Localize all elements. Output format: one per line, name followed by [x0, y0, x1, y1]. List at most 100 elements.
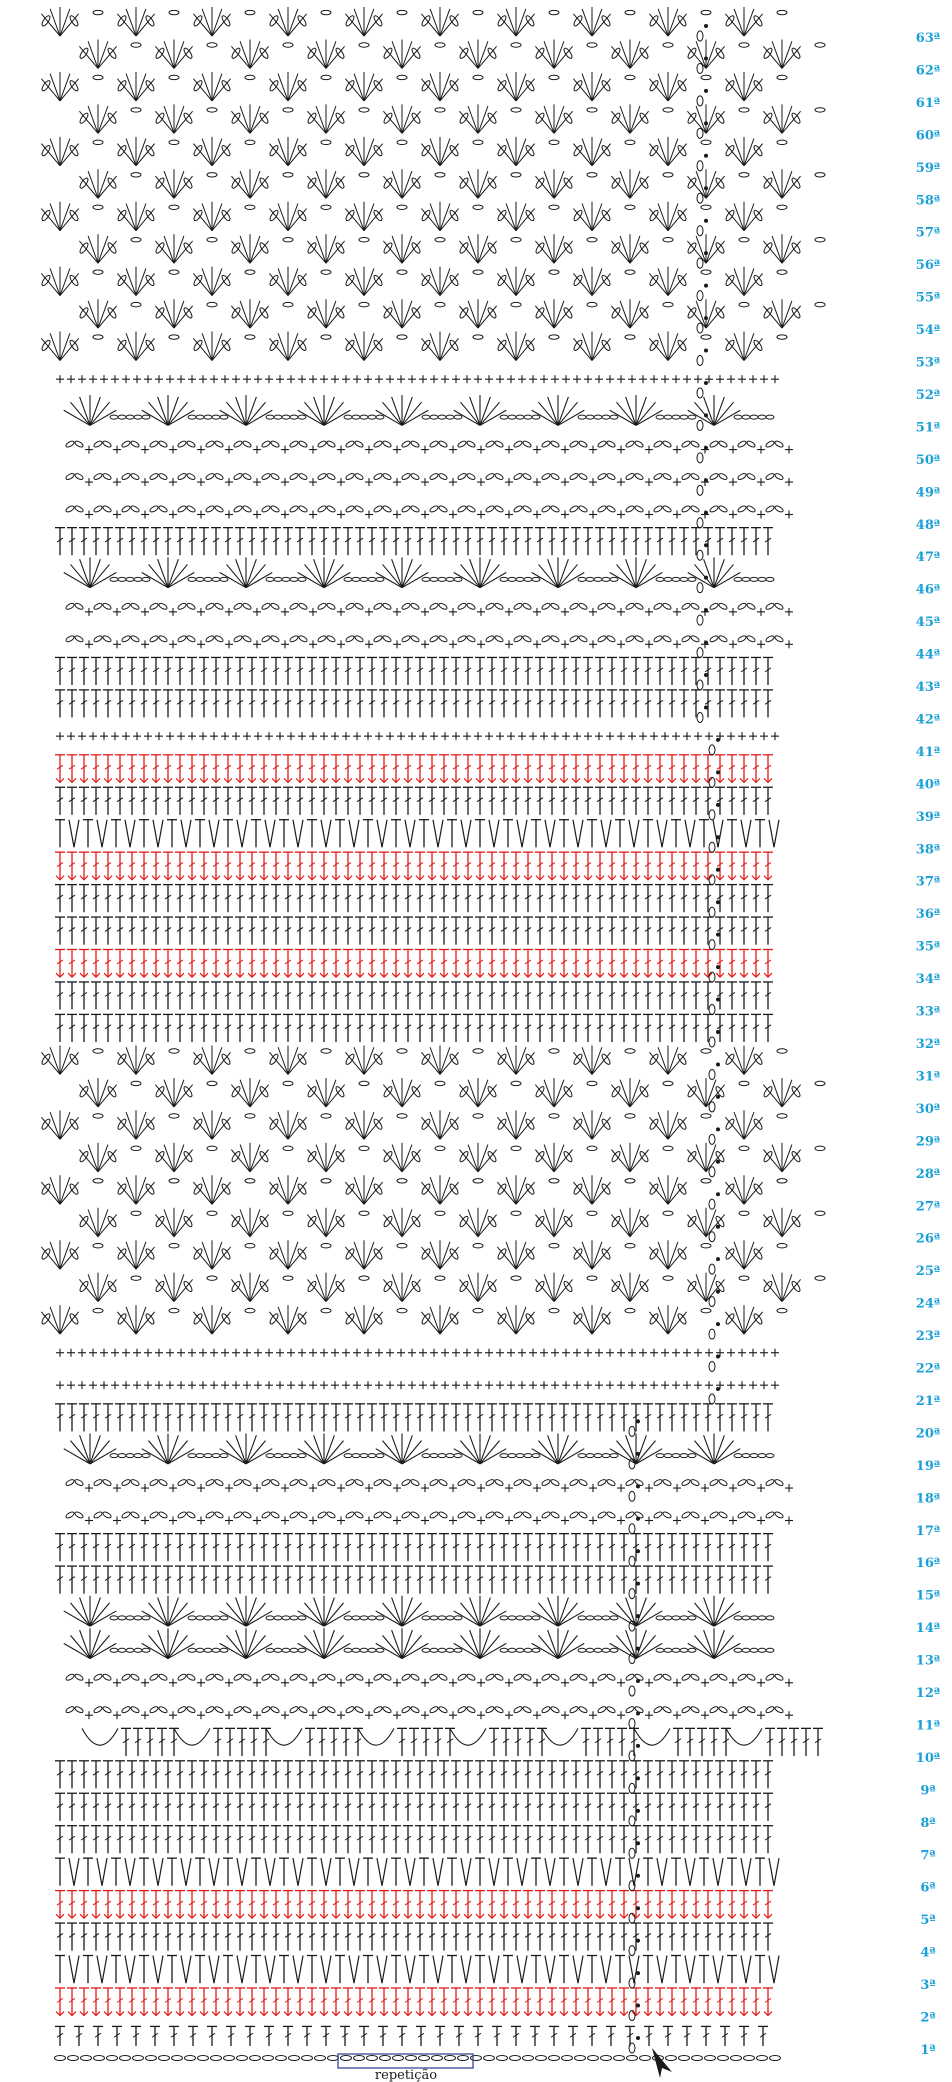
slip-stitch-dot [716, 1159, 720, 1164]
slip-stitch-dot [636, 1971, 640, 1976]
row-label: 51ª [916, 420, 941, 435]
stitch-row [63, 1433, 775, 1465]
stitch-row [78, 104, 826, 134]
stitch-row [78, 1207, 826, 1238]
row-label: 30ª [916, 1102, 941, 1117]
stitch-row [78, 234, 826, 264]
stitch-row [55, 1987, 773, 2017]
slip-stitch-dot [704, 153, 708, 158]
row-label: 58ª [916, 193, 941, 208]
stitch-row [78, 1142, 826, 1173]
row-label: 21ª [916, 1394, 941, 1409]
slip-stitch-dot [704, 640, 708, 645]
row-label: 20ª [916, 1426, 941, 1441]
slip-stitch-dot [704, 24, 708, 28]
row-label: 9ª [920, 1783, 936, 1798]
slip-stitch-dot [704, 445, 708, 450]
stitch-row [55, 656, 773, 686]
slip-stitch-dot [704, 478, 708, 483]
row-label: 35ª [916, 940, 941, 955]
stitch-row [55, 1565, 773, 1594]
slip-stitch-dot [716, 932, 720, 937]
slip-stitch-dot [716, 1386, 720, 1391]
stitch-row [55, 1954, 780, 1984]
stitch-row [56, 1381, 779, 1390]
slip-stitch-dot [704, 251, 708, 256]
row-label: 19ª [916, 1459, 941, 1474]
slip-stitch-dot [716, 1062, 720, 1067]
slip-stitch-dot [716, 965, 720, 970]
stitch-row [54, 2025, 781, 2061]
stitch-row [40, 7, 788, 37]
row-label: 34ª [916, 972, 941, 987]
slip-stitch-dot [704, 56, 708, 61]
row-label: 3ª [920, 1978, 936, 1993]
stitch-row [55, 786, 773, 815]
stitch-row [40, 1305, 788, 1335]
stitch-row [65, 505, 793, 519]
slip-stitch-dot [716, 997, 720, 1002]
slip-stitch-dot [636, 1808, 640, 1813]
row-label: 60ª [916, 128, 941, 143]
slip-stitch-dot [636, 1549, 640, 1554]
row-label: 41ª [916, 745, 941, 760]
stitch-row [56, 375, 779, 384]
slip-stitch-dot [636, 1938, 640, 1943]
stitch-row [63, 395, 775, 426]
slip-stitch-dot [636, 1419, 640, 1424]
stitch-row [56, 1348, 779, 1357]
row-label: 59ª [916, 161, 941, 176]
stitch-row [55, 1760, 773, 1789]
slip-stitch-dot [704, 88, 708, 93]
stitch-row [55, 1792, 773, 1821]
row-label: 26ª [916, 1232, 941, 1247]
stitch-row [65, 602, 793, 616]
stitch-row [55, 819, 780, 848]
stitch-row [55, 883, 773, 913]
stitch-row [40, 71, 788, 102]
slip-stitch-dot [716, 835, 720, 840]
stitch-row [40, 1175, 788, 1205]
slip-stitch-dot [704, 673, 708, 678]
slip-stitch-dot [636, 1451, 640, 1456]
row-label: 61ª [916, 96, 941, 111]
stitch-row [55, 1403, 773, 1432]
stitch-row [63, 1595, 775, 1627]
row-label: 54ª [916, 323, 941, 338]
slip-stitch-dot [636, 1516, 640, 1521]
row-label: 62ª [916, 63, 941, 78]
stitch-row [40, 1110, 788, 1140]
slip-stitch-dot [704, 121, 708, 126]
row-label: 36ª [916, 907, 941, 922]
stitch-row [78, 1272, 826, 1302]
slip-stitch-dot [716, 1127, 720, 1132]
slip-stitch-dot [716, 1289, 720, 1294]
slip-stitch-dot [704, 316, 708, 321]
row-label: 43ª [916, 680, 941, 695]
row-label: 52ª [916, 388, 941, 403]
slip-stitch-dot [716, 900, 720, 905]
slip-stitch-dot [636, 1906, 640, 1911]
row-label: 12ª [916, 1686, 941, 1701]
stitch-row [65, 635, 793, 649]
row-label: 56ª [916, 258, 941, 273]
row-label: 49ª [916, 485, 941, 500]
row-label: 38ª [916, 842, 941, 857]
stitch-row [55, 1825, 773, 1854]
slip-stitch-dot [636, 2036, 640, 2040]
stitch-row [65, 1673, 793, 1687]
stitch-row [55, 1013, 773, 1042]
slip-stitch-dot [716, 1030, 720, 1034]
repeat-box [337, 2053, 474, 2069]
slip-stitch-dot [636, 1841, 640, 1846]
start-arrow-icon [652, 2048, 672, 2078]
row-label: 16ª [916, 1556, 941, 1571]
row-label: 15ª [916, 1589, 941, 1604]
row-label: 25ª [916, 1264, 941, 1279]
slip-stitch-dot [636, 1873, 640, 1878]
stitch-row [63, 1628, 775, 1660]
row-label: 27ª [916, 1199, 941, 1214]
slip-stitch-dot [636, 1614, 640, 1619]
row-label: 44ª [916, 648, 941, 663]
